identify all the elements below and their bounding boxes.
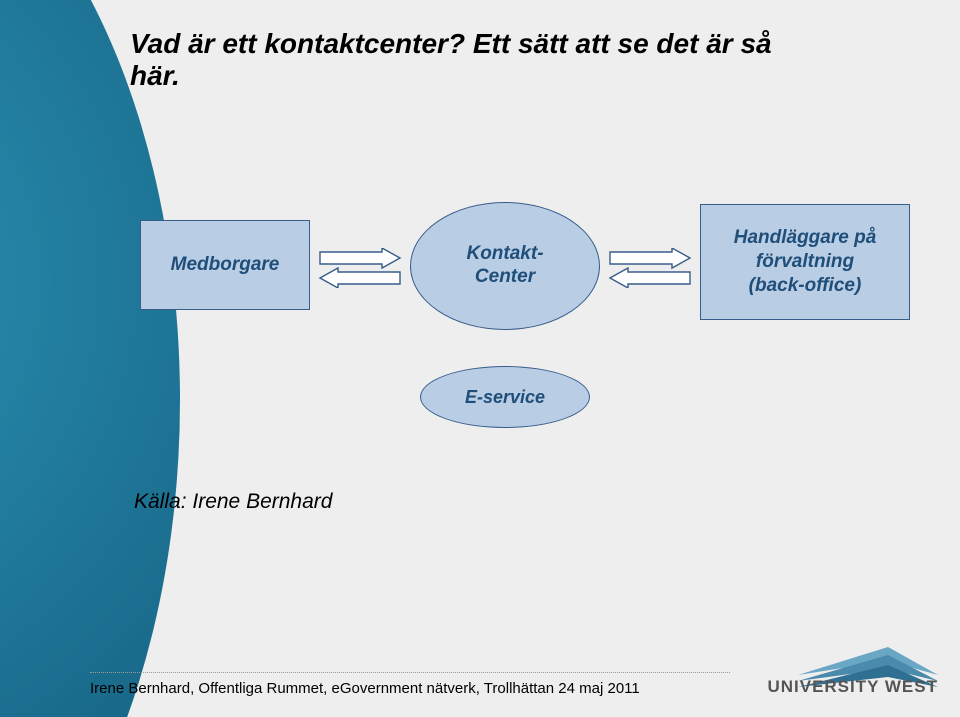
arrow-bidirectional-1	[318, 248, 402, 288]
arrow-bidirectional-2	[608, 248, 692, 288]
title-line2: här.	[130, 60, 180, 91]
university-logo: UNIVERSITY WEST	[738, 641, 938, 701]
title-line1: Vad är ett kontaktcenter? Ett sätt att s…	[130, 28, 772, 59]
kontakt-line2: Center	[475, 266, 535, 287]
node-medborgare: Medborgare	[140, 220, 310, 310]
source-citation: Källa: Irene Bernhard	[134, 490, 332, 514]
diagram: Medborgare Kontakt- Center Handläggare p…	[140, 220, 940, 480]
node-eservice: E-service	[420, 366, 590, 428]
slide-title: Vad är ett kontaktcenter? Ett sätt att s…	[130, 28, 772, 92]
slide: Vad är ett kontaktcenter? Ett sätt att s…	[0, 0, 960, 717]
handlaggare-line1: Handläggare på	[734, 227, 877, 248]
source-text: Källa: Irene Bernhard	[134, 490, 332, 513]
footer-content: Irene Bernhard, Offentliga Rummet, eGove…	[90, 680, 640, 697]
footer-text: Irene Bernhard, Offentliga Rummet, eGove…	[90, 680, 640, 697]
node-handlaggare: Handläggare på förvaltning (back-office)	[700, 204, 910, 320]
medborgare-label: Medborgare	[171, 254, 280, 276]
logo-text: UNIVERSITY WEST	[767, 677, 938, 697]
handlaggare-line2: förvaltning	[756, 251, 854, 272]
eservice-label: E-service	[465, 387, 545, 408]
kontakt-line1: Kontakt-	[466, 243, 543, 264]
node-kontakt-center: Kontakt- Center	[410, 202, 600, 330]
footer-divider	[90, 672, 730, 673]
handlaggare-line3: (back-office)	[749, 275, 862, 296]
